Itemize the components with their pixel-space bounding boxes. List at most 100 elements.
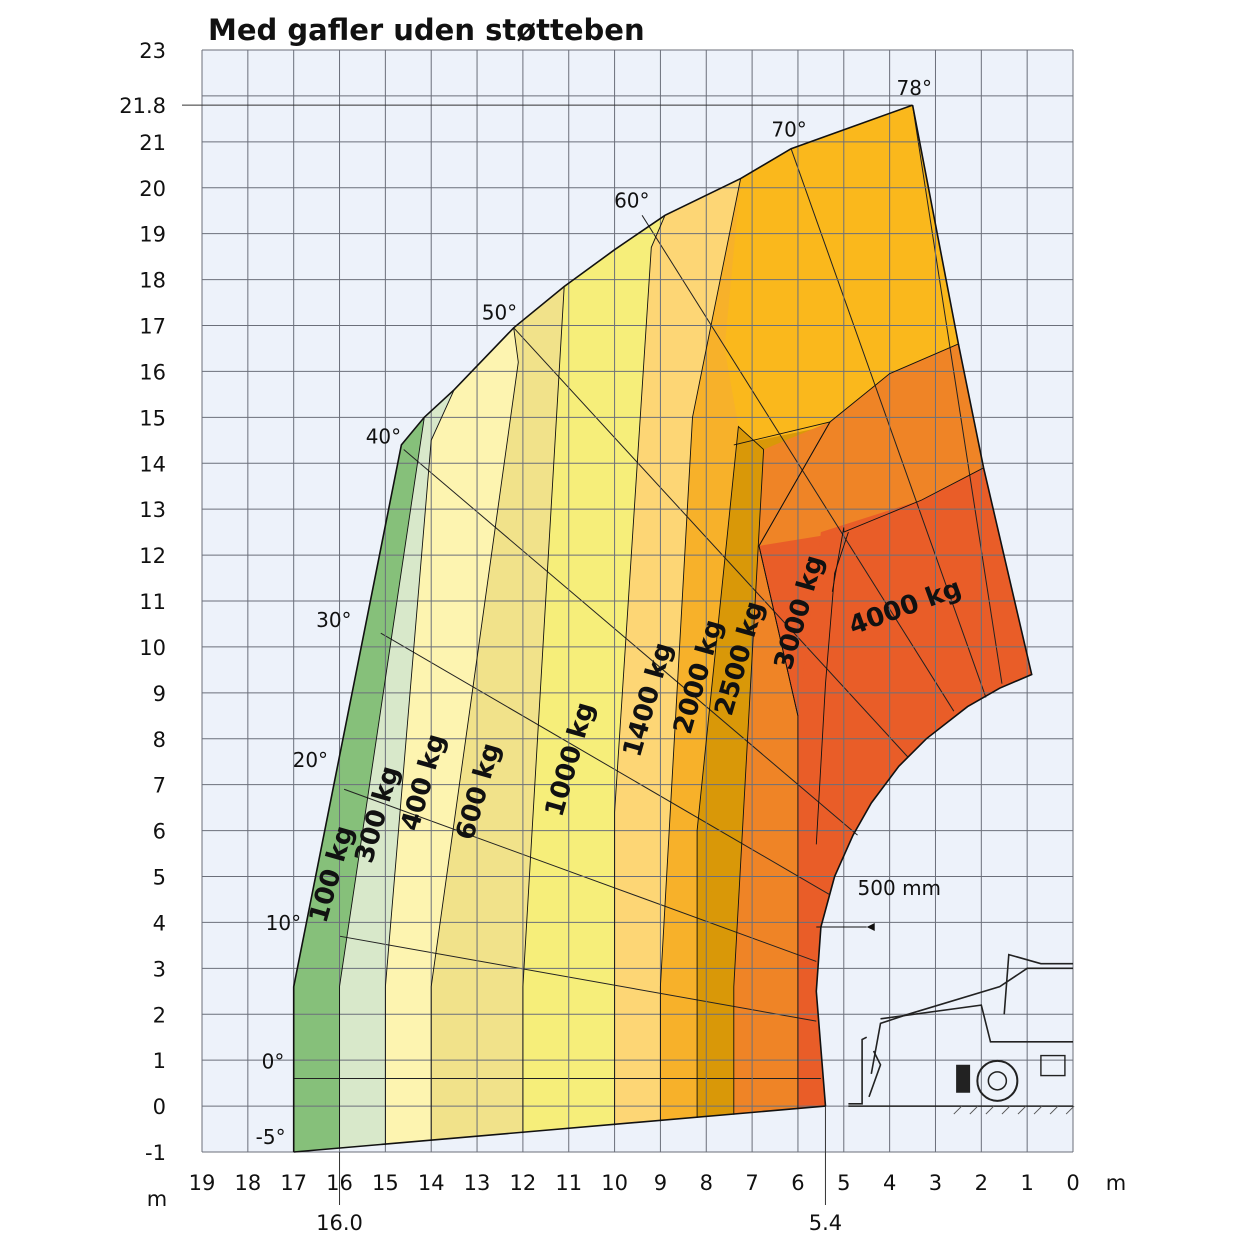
- y-tick-label: 13: [139, 498, 166, 522]
- boom-angle-line: [912, 105, 1003, 684]
- y-unit-label: m: [147, 1187, 167, 1211]
- wheel-hub: [987, 1071, 1008, 1091]
- y-tick-label: 12: [139, 544, 166, 568]
- x-tick-label: 2: [975, 1171, 988, 1195]
- boom-angle-label: 30°: [316, 608, 351, 632]
- x-unit-label: m: [1106, 1171, 1126, 1195]
- zone-boundary: [696, 425, 764, 1118]
- y-tick-label: 4: [153, 911, 166, 935]
- y-tick-label: 14: [139, 452, 166, 476]
- zone-boundary-4000-left: [831, 527, 845, 592]
- boom-angle-label: 50°: [482, 301, 517, 325]
- ground-hatch: [1033, 1105, 1043, 1115]
- y-tick-label: 1: [153, 1049, 166, 1073]
- boom-angle-line: [339, 935, 817, 1022]
- step: [1040, 1054, 1066, 1077]
- x-tick-label: 0: [1066, 1171, 1079, 1195]
- carriage: [868, 1050, 882, 1098]
- boom-angle-line: [513, 327, 909, 758]
- fork: [848, 1036, 868, 1105]
- y-tick-label: 0: [153, 1095, 166, 1119]
- zone-fill-2000b: [660, 178, 741, 1152]
- wheel-front: [976, 1059, 1019, 1102]
- boom: [870, 967, 1073, 1075]
- x-tick-label: 9: [654, 1171, 667, 1195]
- y-tick-label: 21.8: [119, 94, 166, 118]
- cab: [1003, 953, 1073, 1015]
- y-tick-label: 10: [139, 636, 166, 660]
- boom-angle-line: [343, 788, 817, 962]
- zone-boundary: [733, 449, 765, 1115]
- boom-angle-line: [790, 148, 987, 698]
- envelope-bottom-edge: [293, 1105, 826, 1153]
- ground-hatch: [969, 1105, 979, 1115]
- x-tick-label: 10: [601, 1171, 628, 1195]
- y-tick-label: 5: [153, 866, 166, 890]
- y-tick-label: 15: [139, 406, 166, 430]
- grid-lines: [182, 49, 1074, 1205]
- x-tick-label: 16: [326, 1171, 353, 1195]
- x-tick-label: 11: [555, 1171, 582, 1195]
- x-tick-label: 4: [883, 1171, 896, 1195]
- boom-angle-label: 60°: [614, 188, 649, 212]
- dimension-arrow: [866, 923, 875, 932]
- y-tick-label: 19: [139, 223, 166, 247]
- envelope-outline: [292, 104, 1033, 1153]
- zone-fill-5: [614, 105, 741, 1126]
- y-tick-label: 9: [153, 682, 166, 706]
- y-tick-label: -1: [145, 1141, 166, 1165]
- zone-boundary: [614, 215, 666, 1126]
- y-tick-label: 23: [139, 39, 166, 63]
- boom-angle-label: 0°: [262, 1050, 285, 1074]
- zone-boundary: [522, 286, 565, 1134]
- chassis: [880, 1004, 1073, 1043]
- zone-boundary-3000-top: [733, 343, 959, 446]
- boom-angle-label: 20°: [293, 748, 328, 772]
- x-tick-label: 12: [510, 1171, 537, 1195]
- zone-boundary-4000-inner: [815, 531, 849, 845]
- x-tick-label: 5: [837, 1171, 850, 1195]
- y-tick-label: 16: [139, 360, 166, 384]
- y-tick-label: 3: [153, 957, 166, 981]
- boom-angle-line: [380, 632, 831, 896]
- reach-marker-label: 16.0: [316, 1211, 363, 1235]
- x-tick-label: 8: [700, 1171, 713, 1195]
- zone-boundary-4000-top: [843, 467, 984, 533]
- x-tick-label: 19: [189, 1171, 216, 1195]
- x-tick-label: 13: [464, 1171, 491, 1195]
- boom-angle-line: [403, 449, 858, 836]
- ground-hatch: [953, 1105, 963, 1115]
- ground-hatch: [1065, 1105, 1075, 1115]
- y-tick-label: 8: [153, 728, 166, 752]
- ground-hatch: [1049, 1105, 1059, 1115]
- x-tick-label: 1: [1020, 1171, 1033, 1195]
- x-tick-label: 3: [929, 1171, 942, 1195]
- zone-boundary: [659, 178, 742, 1122]
- ground-hatch: [1001, 1105, 1011, 1115]
- y-tick-label: 6: [153, 820, 166, 844]
- ground-hatch: [985, 1105, 995, 1115]
- x-tick-label: 18: [234, 1171, 261, 1195]
- y-tick-label: 18: [139, 269, 166, 293]
- zone-boundary: [430, 327, 519, 1141]
- boom-angle-label: 78°: [897, 76, 932, 100]
- x-tick-label: 15: [372, 1171, 399, 1195]
- zone-fill-4: [522, 105, 665, 1134]
- ground-hatch: [1017, 1105, 1027, 1115]
- boom-angle-label: 10°: [266, 911, 301, 935]
- x-tick-label: 14: [418, 1171, 445, 1195]
- x-tick-label: 17: [280, 1171, 307, 1195]
- telehandler-drawing: [848, 953, 1075, 1115]
- chart-title: Med gafler uden støtteben: [208, 13, 645, 47]
- y-tick-label: 20: [139, 177, 166, 201]
- outrigger-block: [956, 1064, 971, 1093]
- zone-boundary: [384, 389, 455, 1146]
- envelope-inner-edge: [815, 104, 1033, 1107]
- x-tick-label: 6: [791, 1171, 804, 1195]
- y-tick-label: 21: [139, 131, 166, 155]
- y-tick-label: 17: [139, 315, 166, 339]
- y-tick-label: 2: [153, 1003, 166, 1027]
- dimension-500mm-label: 500 mm: [858, 876, 942, 900]
- y-tick-label: 7: [153, 774, 166, 798]
